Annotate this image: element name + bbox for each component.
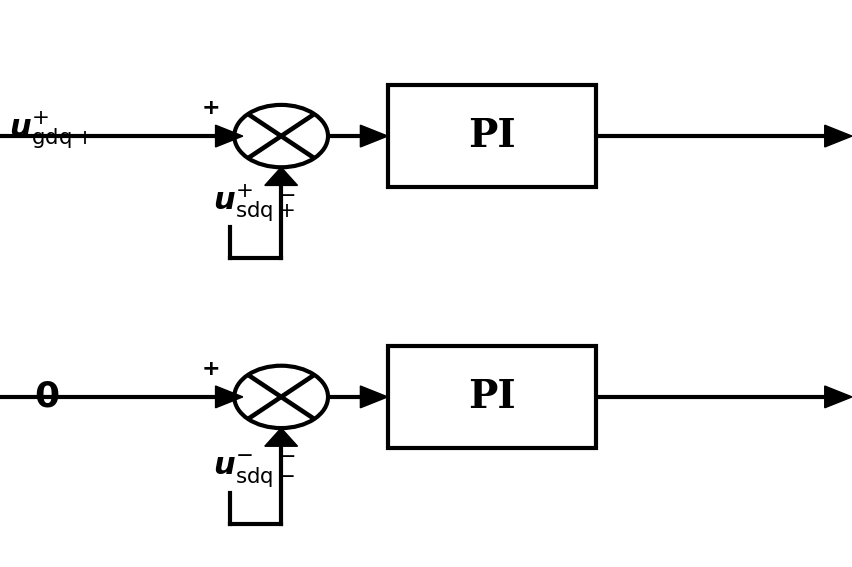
Circle shape	[234, 105, 328, 167]
Bar	[388, 346, 596, 448]
Circle shape	[234, 366, 328, 428]
Text: +: +	[202, 98, 220, 118]
Bar	[388, 85, 596, 187]
Text: PI: PI	[469, 117, 515, 155]
Polygon shape	[265, 167, 297, 185]
Text: $-$: $-$	[277, 184, 295, 205]
Text: $\boldsymbol{u}^{+}_{\mathrm{sdq+}}$: $\boldsymbol{u}^{+}_{\mathrm{sdq+}}$	[213, 183, 295, 224]
Text: $\mathbf{0}$: $\mathbf{0}$	[34, 380, 60, 414]
Polygon shape	[360, 125, 388, 147]
Polygon shape	[216, 125, 243, 147]
Polygon shape	[265, 428, 297, 446]
Text: $\boldsymbol{u}^{+}_{\mathrm{gdq+}}$: $\boldsymbol{u}^{+}_{\mathrm{gdq+}}$	[9, 109, 93, 151]
Polygon shape	[825, 386, 852, 408]
Text: $\boldsymbol{u}^{-}_{\mathrm{sdq-}}$: $\boldsymbol{u}^{-}_{\mathrm{sdq-}}$	[213, 454, 295, 490]
Polygon shape	[216, 386, 243, 408]
Polygon shape	[825, 125, 852, 147]
Polygon shape	[360, 386, 388, 408]
Text: +: +	[202, 359, 220, 379]
Text: $-$: $-$	[277, 445, 295, 466]
Text: PI: PI	[469, 378, 515, 416]
